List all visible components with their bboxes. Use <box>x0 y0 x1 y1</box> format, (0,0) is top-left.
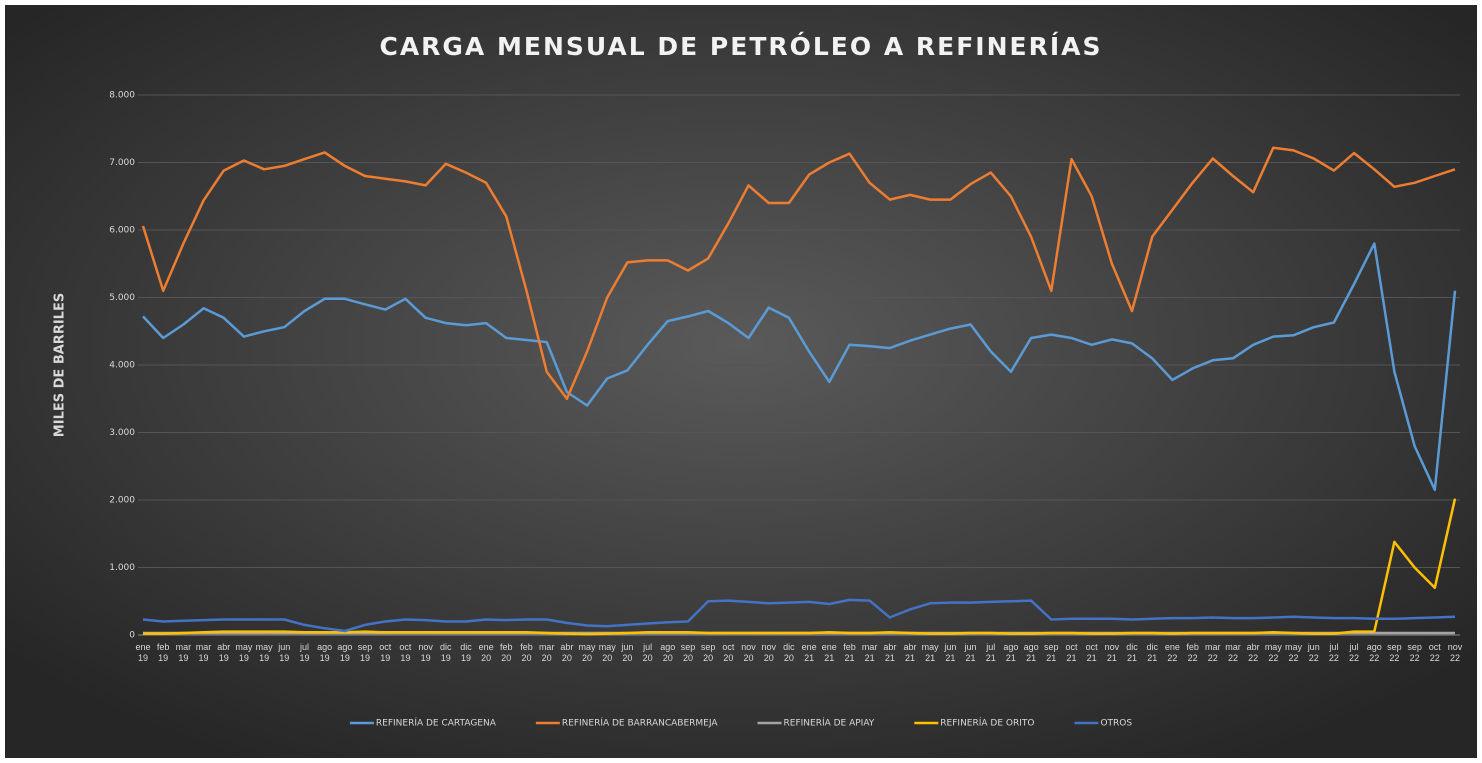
x-tick-label: sep 22 <box>1387 642 1402 663</box>
y-tick-label: 8.000 <box>109 91 135 101</box>
y-tick-label: 0 <box>129 631 135 641</box>
x-tick-label: mar 20 <box>538 642 555 663</box>
x-tick-label: feb 20 <box>520 642 533 663</box>
x-tick-label: sep 20 <box>680 642 696 663</box>
series-line <box>141 146 1456 401</box>
x-tick-label: jun 20 <box>621 642 634 663</box>
x-tick-label: sep 19 <box>357 642 373 663</box>
x-tick-label: ago 20 <box>660 642 676 663</box>
x-tick-label: may 22 <box>1285 642 1303 663</box>
x-tick-label: ene 21 <box>801 642 817 663</box>
x-tick-label: jun 21 <box>944 642 957 663</box>
x-tick-label: jul 21 <box>985 642 996 663</box>
x-tick-label: ago 21 <box>1003 642 1019 663</box>
x-tick-label: mar 22 <box>1225 642 1241 663</box>
x-tick-label: dic 19 <box>460 642 472 663</box>
x-tick-label: may 19 <box>255 642 273 663</box>
x-tick-label: jun 19 <box>278 642 291 663</box>
x-tick-label: ene 21 <box>821 642 837 663</box>
x-tick-label: nov 20 <box>741 642 756 663</box>
x-tick-label: oct 19 <box>399 642 412 663</box>
x-tick-label: jul 22 <box>1349 642 1360 663</box>
x-tick-label: nov 22 <box>1447 642 1463 663</box>
x-tick-label: nov 21 <box>1104 642 1120 663</box>
x-tick-label: mar 19 <box>175 642 192 663</box>
x-tick-label: sep 20 <box>700 642 716 663</box>
x-tick-label: abr 19 <box>217 642 231 663</box>
x-tick-label: dic 19 <box>440 642 452 663</box>
legend-label: REFINERÍA DE APIAY <box>784 717 875 729</box>
x-tick-label: may 20 <box>578 642 596 663</box>
x-tick-label: sep 21 <box>1044 642 1059 663</box>
x-tick-label: sep 22 <box>1407 642 1422 663</box>
x-tick-label: dic 21 <box>1126 642 1138 663</box>
y-axis-label: MILES DE BARRILES <box>53 293 68 437</box>
x-tick-label: may 19 <box>235 642 253 663</box>
y-tick-label: 5.000 <box>109 293 135 303</box>
legend-label: REFINERÍA DE ORITO <box>940 717 1034 729</box>
legend-label: OTROS <box>1100 719 1132 729</box>
y-tick-label: 4.000 <box>109 361 135 371</box>
x-tick-label: mar 19 <box>195 642 212 663</box>
x-tick-label: mar 21 <box>861 642 878 663</box>
x-tick-label: jul 20 <box>642 642 653 663</box>
x-tick-label: jul 19 <box>299 642 310 663</box>
x-tick-label: ene 22 <box>1164 642 1180 663</box>
x-tick-label: may 21 <box>921 642 939 663</box>
x-tick-label: ene 19 <box>135 642 151 663</box>
series-line <box>142 598 1456 633</box>
series-line <box>142 242 1457 492</box>
x-tick-label: oct 22 <box>1428 642 1441 663</box>
x-tick-label: abr 21 <box>883 642 897 663</box>
x-tick-label: oct 20 <box>722 642 735 663</box>
x-tick-label: feb 21 <box>843 642 856 663</box>
y-tick-label: 3.000 <box>109 428 135 438</box>
x-tick-label: jun 22 <box>1307 642 1320 663</box>
x-tick-label: ene 20 <box>478 642 494 663</box>
x-tick-label: feb 22 <box>1186 642 1199 663</box>
x-tick-label: ago 21 <box>1023 642 1039 663</box>
x-tick-label: feb 20 <box>500 642 513 663</box>
y-tick-label: 7.000 <box>109 158 135 168</box>
x-tick-label: ago 19 <box>317 642 333 663</box>
chart-title: CARGA MENSUAL DE PETRÓLEO A REFINERÍAS <box>379 31 1102 61</box>
series-line <box>143 498 1457 636</box>
x-tick-label: nov 19 <box>418 642 433 663</box>
x-tick-label: dic 21 <box>1146 642 1158 663</box>
x-tick-label: oct 21 <box>1065 642 1078 663</box>
y-tick-label: 1.000 <box>109 563 135 573</box>
legend-label: REFINERÍA DE CARTAGENA <box>376 717 497 729</box>
x-tick-label: jul 22 <box>1328 642 1339 663</box>
x-tick-label: ago 19 <box>337 642 353 663</box>
x-tick-label: ago 22 <box>1366 642 1382 663</box>
x-tick-label: oct 21 <box>1085 642 1098 663</box>
x-tick-label: nov 20 <box>761 642 776 663</box>
y-tick-label: 6.000 <box>109 226 135 236</box>
x-tick-label: mar 22 <box>1205 642 1221 663</box>
legend-label: REFINERÍA DE BARRANCABERMEJA <box>562 717 718 729</box>
y-tick-label: 2.000 <box>109 496 135 506</box>
x-tick-label: may 22 <box>1264 642 1282 663</box>
x-tick-label: oct 19 <box>379 642 392 663</box>
x-tick-label: abr 20 <box>560 642 574 663</box>
x-tick-label: feb 19 <box>156 642 170 663</box>
x-tick-label: abr 22 <box>1246 642 1260 663</box>
x-tick-label: dic 20 <box>783 642 795 663</box>
x-tick-label: jun 21 <box>964 642 977 663</box>
x-tick-label: may 20 <box>598 642 616 663</box>
x-tick-label: abr 21 <box>903 642 917 663</box>
